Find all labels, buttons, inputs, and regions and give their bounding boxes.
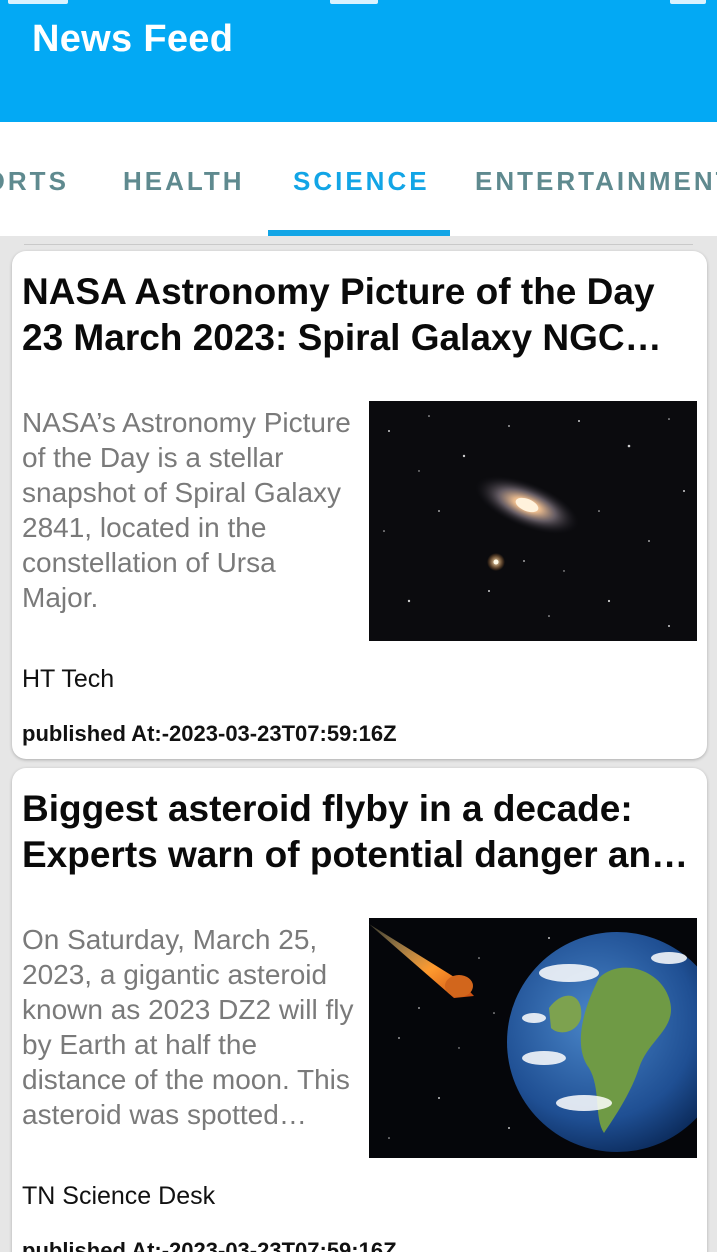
- tab-health[interactable]: HEALTH: [123, 166, 245, 196]
- news-feed-list[interactable]: NASA Astronomy Picture of the Day 23 Mar…: [0, 236, 717, 1252]
- tab-science[interactable]: SCIENCE: [293, 166, 430, 196]
- tab-bar: SPORTS HEALTH SCIENCE ENTERTAINMENT: [0, 122, 717, 236]
- news-card[interactable]: Biggest asteroid flyby in a decade: Expe…: [12, 768, 707, 1252]
- article-published-date: published At:-2023-03-23T07:59:16Z: [22, 721, 397, 746]
- page-title: News Feed: [32, 18, 234, 60]
- article-description: NASA’s Astronomy Picture of the Day is a…: [22, 407, 351, 613]
- article-published-date: published At:-2023-03-23T07:59:16Z: [22, 1238, 397, 1252]
- article-title: Biggest asteroid flyby in a decade: Expe…: [22, 788, 674, 875]
- divider: [24, 244, 693, 245]
- article-image-spiral-galaxy: [369, 401, 697, 641]
- clock-icon: [330, 0, 378, 4]
- battery-icon: [670, 0, 706, 4]
- app-bar: News Feed: [0, 0, 717, 122]
- article-source: HT Tech: [22, 665, 115, 693]
- article-source: TN Science Desk: [22, 1182, 216, 1210]
- tab-entertainment[interactable]: ENTERTAINMENT: [475, 166, 717, 196]
- active-tab-indicator: [268, 230, 450, 236]
- article-description: On Saturday, March 25, 2023, a gigantic …: [22, 924, 354, 1130]
- news-card[interactable]: NASA Astronomy Picture of the Day 23 Mar…: [12, 251, 707, 759]
- signal-icon: [8, 0, 68, 4]
- tab-sports[interactable]: SPORTS: [0, 166, 69, 196]
- article-image-asteroid-earth: [369, 918, 697, 1158]
- status-bar: [0, 0, 717, 6]
- article-title: NASA Astronomy Picture of the Day 23 Mar…: [22, 271, 655, 358]
